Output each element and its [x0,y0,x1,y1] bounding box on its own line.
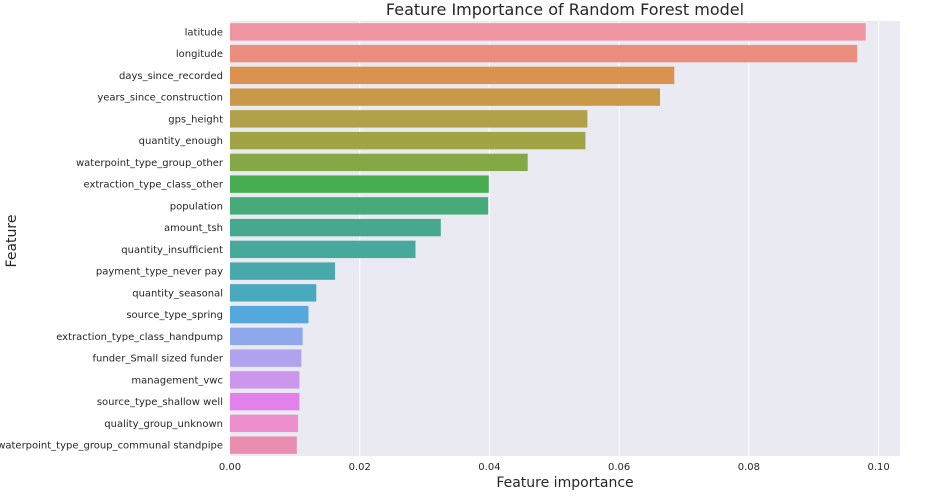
bar-source-type-spring [230,305,309,324]
x-tick-labels: 0.00 0.02 0.04 0.06 0.08 0.10 [219,462,890,473]
bar-management-vwc [230,371,300,389]
y-tick-label: gps_height [168,114,223,125]
bar-payment-type-never-pay [230,262,336,280]
bar-years-since-construction [230,88,661,106]
bar-quantity-enough [230,131,586,150]
plot-background [230,21,900,456]
y-tick-label: waterpoint_type_group_communal standpipe [0,441,223,452]
y-tick-label: source_type_shallow well [97,397,223,408]
y-tick-label: funder_Small sized funder [93,354,224,365]
y-tick-label: amount_tsh [164,223,223,234]
y-axis-label: Feature [4,215,20,268]
y-tick-label: extraction_type_class_other [83,180,223,191]
y-tick-label: quantity_enough [139,136,223,147]
y-tick-label: days_since_recorded [119,71,223,82]
bar-source-type-shallow-well [230,392,300,411]
bar-days-since-recorded [230,66,675,85]
bar-population [230,197,489,215]
y-tick-label: population [170,201,223,212]
y-tick-label: latitude [185,27,223,38]
y-tick-label: years_since_construction [97,93,223,104]
bar-waterpoint-type-group-other [230,153,528,172]
bar-gps-height [230,110,588,128]
bar-latitude [230,23,866,41]
x-tick-label: 0.00 [219,462,241,473]
bars [230,23,866,454]
x-tick-label: 0.02 [349,462,371,473]
bar-quality-group-unknown [230,414,299,433]
y-tick-label: waterpoint_type_group_other [76,158,224,169]
y-tick-label: extraction_type_class_handpump [56,332,223,343]
x-tick-label: 0.10 [867,462,889,473]
bar-waterpoint-type-group-communal-standpipe [230,436,297,454]
y-tick-label: source_type_spring [126,310,223,321]
bar-funder-small-sized-funder [230,349,302,367]
chart-title: Feature Importance of Random Forest mode… [386,0,744,19]
y-tick-label: quantity_insufficient [121,245,223,256]
bar-extraction-type-class-handpump [230,327,303,346]
y-tick-label: management_vwc [131,375,223,386]
y-tick-label: quality_group_unknown [104,419,223,430]
x-tick-label: 0.08 [738,462,760,473]
x-axis-label: Feature importance [496,475,633,491]
bar-amount-tsh [230,218,441,237]
x-tick-label: 0.06 [608,462,630,473]
x-tick-label: 0.04 [478,462,500,473]
bar-extraction-type-class-other [230,175,489,193]
y-tick-label: payment_type_never pay [96,267,223,278]
bar-quantity-insufficient [230,240,416,259]
y-tick-label: longitude [176,49,223,60]
bar-longitude [230,44,858,63]
bar-quantity-seasonal [230,284,317,302]
y-tick-labels: latitude longitude days_since_recordedyear… [0,27,224,451]
y-tick-label: quantity_seasonal [132,288,223,299]
